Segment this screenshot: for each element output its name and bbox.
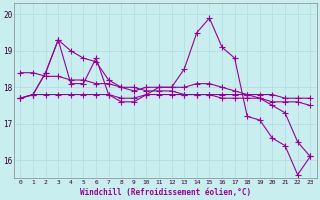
X-axis label: Windchill (Refroidissement éolien,°C): Windchill (Refroidissement éolien,°C): [80, 188, 251, 197]
